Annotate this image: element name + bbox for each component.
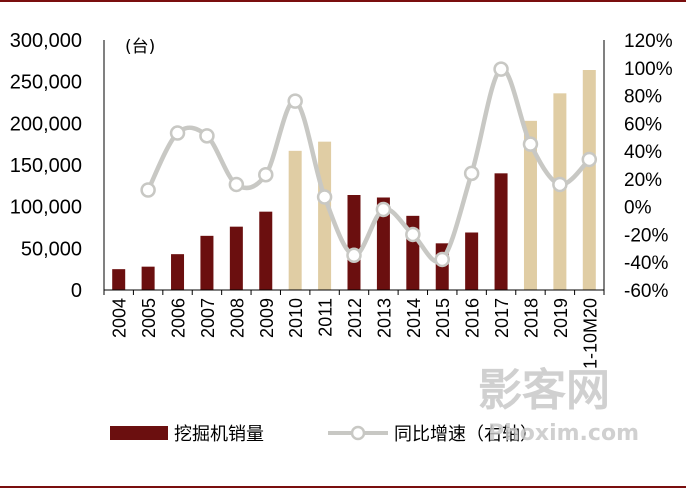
bar-2018 xyxy=(523,120,537,290)
bar-2010 xyxy=(288,150,302,290)
x-tick-label: 2011 xyxy=(316,298,336,337)
growth-point-2007 xyxy=(199,128,215,144)
x-tick-label: 2012 xyxy=(345,298,365,338)
x-tick-label: 2014 xyxy=(404,298,424,338)
right-tick-label: 100% xyxy=(624,59,673,80)
growth-point-2012 xyxy=(346,247,362,264)
growth-point-2006 xyxy=(169,125,186,141)
x-tick-label: 2005 xyxy=(139,298,159,338)
bar-2004 xyxy=(112,269,126,290)
x-tick-label: 2017 xyxy=(492,298,512,338)
x-axis-ticks: 2004 2005 2006 2007 2008 2009 2010 2011 2012 2013… xyxy=(110,298,601,369)
growth-point-2017 xyxy=(493,61,509,77)
bar-2006 xyxy=(171,254,185,290)
bar-2007 xyxy=(200,235,214,290)
growth-point-2016 xyxy=(463,165,480,182)
legend: 挖掘机销量 同比增速（右轴） xyxy=(110,424,538,445)
x-tick-label: 2010 xyxy=(286,298,306,338)
right-tick-label: -20% xyxy=(624,225,668,246)
right-tick-label: -40% xyxy=(624,253,668,274)
bar-2012 xyxy=(347,195,361,290)
bar-2016 xyxy=(465,232,479,290)
x-tick-label: 2016 xyxy=(463,298,483,338)
axes xyxy=(103,40,605,295)
bottom-border xyxy=(0,486,686,488)
growth-point-1-10M20 xyxy=(581,151,598,168)
right-tick-label: 0% xyxy=(624,198,652,219)
x-tick-label: 2018 xyxy=(521,298,541,338)
bar-2013 xyxy=(376,197,390,290)
bar-2009 xyxy=(259,211,273,290)
bar-1-10M20 xyxy=(582,70,596,290)
top-border xyxy=(0,0,686,2)
left-tick-label: 50,000 xyxy=(21,238,82,260)
x-tick-label: 2009 xyxy=(257,298,277,338)
growth-point-2008 xyxy=(228,176,245,193)
growth-point-2009 xyxy=(258,166,274,183)
legend-bar-swatch xyxy=(110,426,168,440)
bar-2017 xyxy=(494,173,508,290)
growth-point-2018 xyxy=(522,136,539,152)
growth-point-2005 xyxy=(140,182,156,198)
bar-2005 xyxy=(141,266,155,290)
watermark: 影客网 Phoxim.com xyxy=(478,365,639,446)
x-tick-label: 1-10M20 xyxy=(580,298,600,369)
bar-2011 xyxy=(318,141,332,290)
growth-point-2015 xyxy=(434,251,450,268)
right-tick-label: 60% xyxy=(624,114,662,135)
line-series xyxy=(140,61,598,268)
right-tick-label: 80% xyxy=(624,87,662,108)
x-tick-label: 2006 xyxy=(169,298,189,338)
growth-point-2019 xyxy=(552,176,568,193)
growth-point-2011 xyxy=(316,189,333,205)
watermark-cn: 影客网 xyxy=(478,365,610,416)
legend-line-marker xyxy=(350,425,366,441)
left-tick-label: 250,000 xyxy=(10,72,82,94)
left-axis-ticks: 0 50,000 100,000 150,000 200,000 250,000 300,0… xyxy=(10,30,82,302)
growth-line xyxy=(146,66,591,264)
right-tick-label: 20% xyxy=(624,170,662,191)
growth-point-2014 xyxy=(405,226,421,243)
bar-2008 xyxy=(229,226,243,290)
right-tick-label: 120% xyxy=(624,31,673,52)
bar-series xyxy=(112,70,596,290)
watermark-en: Phoxim.com xyxy=(488,421,639,446)
x-tick-label: 2015 xyxy=(433,298,453,338)
x-tick-label: 2007 xyxy=(198,298,218,338)
left-tick-label: 0 xyxy=(71,280,82,302)
x-tick-label: 2004 xyxy=(110,298,130,338)
growth-point-2013 xyxy=(375,201,392,218)
right-axis-ticks: -60% -40% -20% 0% 20% 40% 60% 80% 100% 120% xyxy=(624,31,673,302)
growth-point-2010 xyxy=(287,93,303,109)
x-tick-label: 2013 xyxy=(374,298,394,338)
x-tick-label: 2019 xyxy=(551,298,571,338)
left-tick-label: 300,000 xyxy=(10,30,82,52)
unit-label: (台) xyxy=(125,37,155,57)
left-tick-label: 150,000 xyxy=(10,155,82,177)
left-tick-label: 100,000 xyxy=(10,197,82,219)
x-tick-label: 2008 xyxy=(227,298,247,338)
right-tick-label: 40% xyxy=(624,142,662,163)
legend-bar-label: 挖掘机销量 xyxy=(174,424,264,445)
left-tick-label: 200,000 xyxy=(10,113,82,135)
legend-line-label: 同比增速（右轴） xyxy=(394,424,538,445)
right-tick-label: -60% xyxy=(624,281,668,302)
